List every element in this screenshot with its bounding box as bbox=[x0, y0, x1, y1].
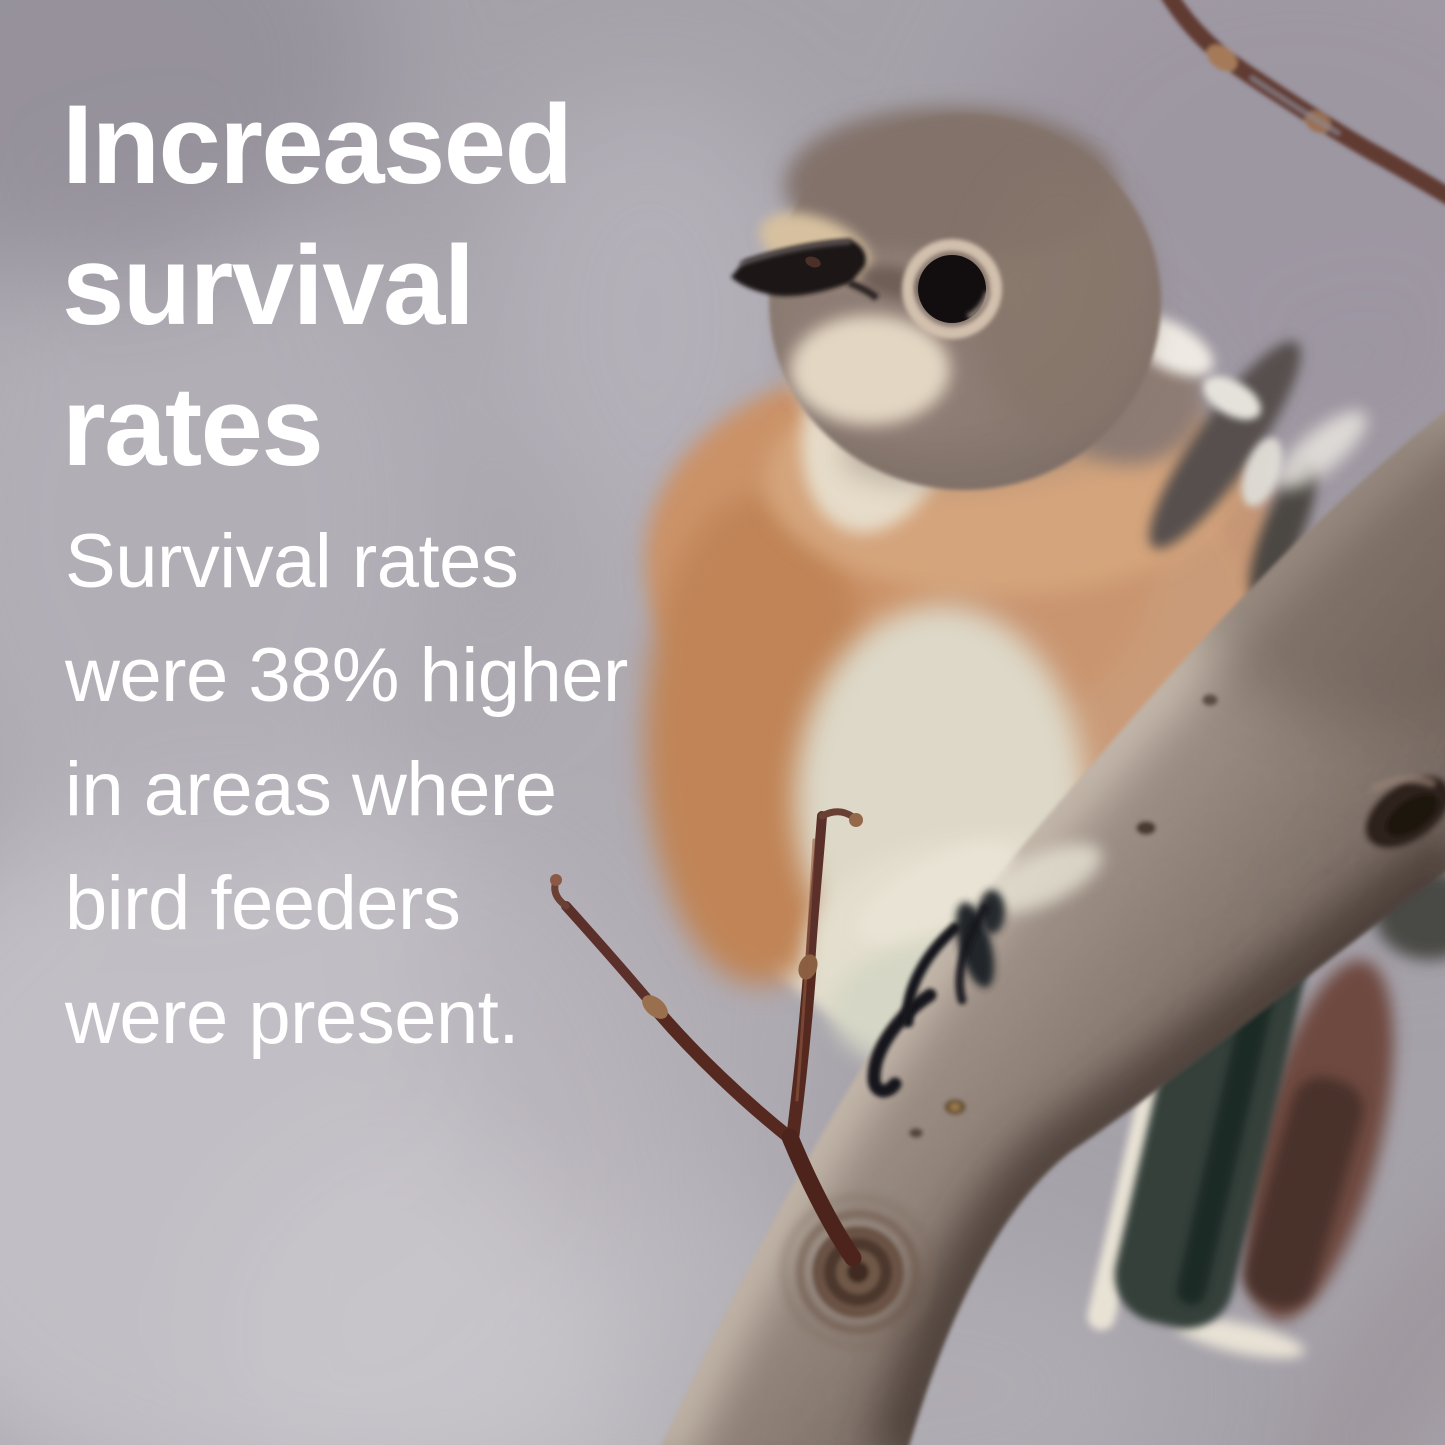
hanging-red-twig bbox=[1162, 0, 1445, 205]
branch-stub bbox=[1365, 776, 1445, 848]
headline-line: survival bbox=[62, 223, 475, 348]
belly-fluff bbox=[855, 410, 1367, 944]
bird-eye bbox=[902, 239, 1002, 339]
bird-beak bbox=[731, 239, 880, 301]
bird-head bbox=[759, 107, 1161, 490]
headline: Increased survival rates bbox=[62, 74, 573, 497]
headline-line: rates bbox=[62, 364, 324, 489]
body-text-line: were present. bbox=[65, 975, 519, 1060]
body-text: Survival rates were 38% higher in areas … bbox=[65, 505, 628, 1075]
body-text-line: were 38% higher bbox=[65, 633, 628, 718]
body-text-line: bird feeders bbox=[65, 861, 461, 946]
body-text-line: Survival rates bbox=[65, 519, 519, 604]
blurred-background-streak bbox=[1272, 1157, 1445, 1445]
headline-line: Increased bbox=[62, 82, 573, 207]
body-text-line: in areas where bbox=[65, 747, 557, 832]
forked-red-twig bbox=[550, 808, 863, 1267]
bird-claws bbox=[867, 890, 1005, 1098]
